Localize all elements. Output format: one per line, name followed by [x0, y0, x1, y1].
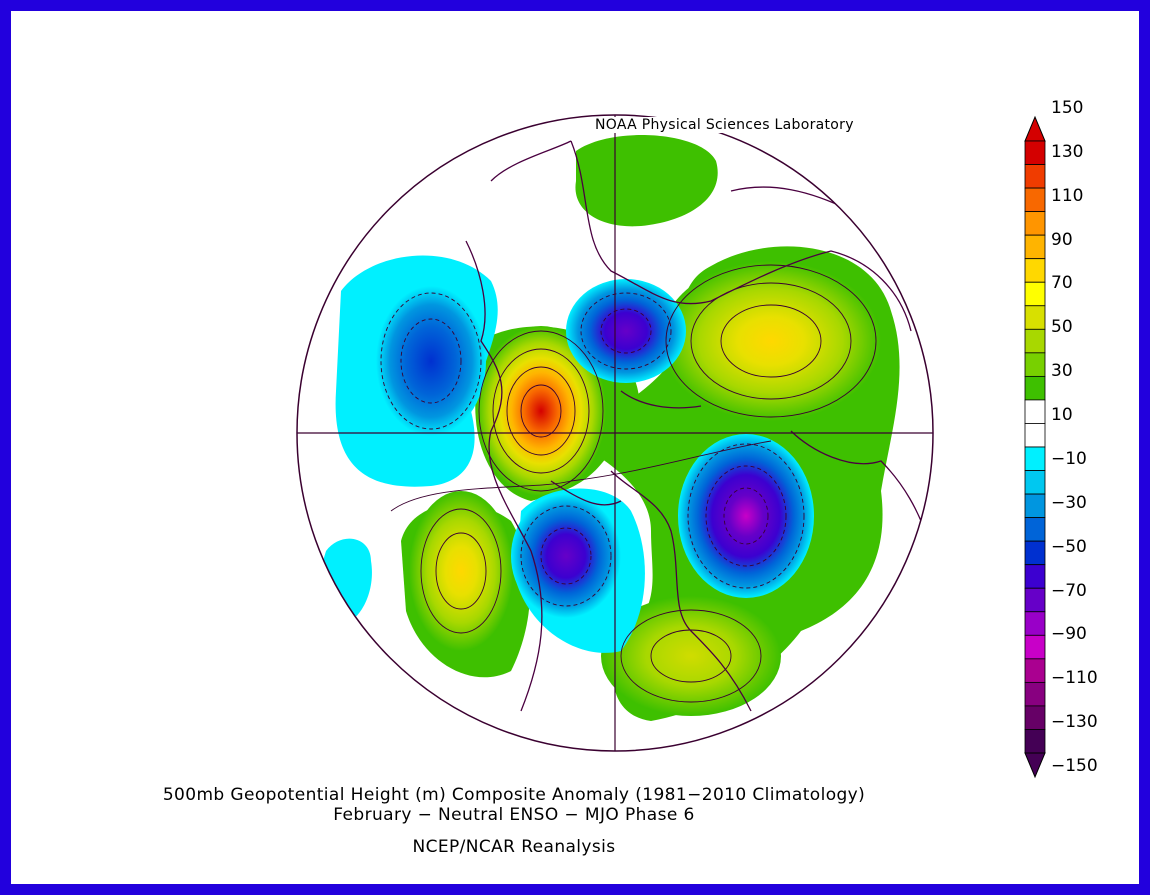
colorbar-bin [1024, 493, 1046, 519]
title-line-2: February − Neutral ENSO − MJO Phase 6 [333, 805, 695, 825]
colorbar-tick-label: −90 [1051, 624, 1087, 645]
colorbar-bin [1024, 305, 1046, 330]
colorbar-tick-label: 130 [1051, 141, 1084, 162]
colorbar-bin [1024, 729, 1046, 754]
colorbar-tick-label: 50 [1051, 317, 1073, 338]
colorbar-tick-label: −110 [1051, 668, 1098, 689]
colorbar-arrow-top [1024, 115, 1046, 142]
colorbar-bin [1024, 140, 1046, 165]
colorbar-tick-label: −10 [1051, 448, 1087, 469]
colorbar-bin [1024, 517, 1046, 542]
data-source: NCEP/NCAR Reanalysis [412, 837, 616, 857]
colorbar-tick-label: 110 [1051, 185, 1084, 206]
colorbar-bin [1024, 164, 1046, 189]
colorbar-arrow-bottom [1024, 752, 1046, 779]
colorbar-bin [1024, 611, 1046, 636]
colorbar-bin [1024, 658, 1046, 683]
colorbar-bin [1024, 352, 1046, 377]
colorbar-bin [1024, 705, 1046, 730]
north-atlantic-ridge [601, 596, 781, 716]
colorbar-tick-label: 30 [1051, 361, 1073, 382]
colorbar-tick-label: −30 [1051, 492, 1087, 513]
colorbar-bin [1024, 470, 1046, 495]
colorbar-bin [1024, 587, 1046, 613]
colorbar-bin [1024, 423, 1046, 448]
colorbar-bin [1024, 328, 1046, 354]
anomaly-field [297, 115, 933, 751]
colorbar [1024, 115, 1046, 779]
colorbar-tick-label: −50 [1051, 536, 1087, 557]
europe-trough [678, 434, 814, 598]
colorbar-tick-label: 70 [1051, 273, 1073, 294]
colorbar-bin [1024, 634, 1046, 660]
credit-label: NOAA Physical Sciences Laboratory [591, 117, 858, 133]
siberia-ridge [661, 261, 881, 421]
colorbar-bin [1024, 258, 1046, 283]
colorbar-tick-label: 90 [1051, 229, 1073, 250]
colorbar-bin [1024, 234, 1046, 260]
colorbar-bin [1024, 399, 1046, 424]
colorbar-bin [1024, 375, 1046, 401]
figure-panel: NOAA Physical Sciences Laboratory 500mb … [11, 11, 1139, 884]
colorbar-bin [1024, 564, 1046, 589]
colorbar-bin [1024, 681, 1046, 707]
colorbar-tick-label: 150 [1051, 98, 1084, 118]
kamchatka-trough [566, 279, 686, 383]
colorbar-bin [1024, 446, 1046, 471]
colorbar-bin [1024, 281, 1046, 307]
colorbar-bin [1024, 540, 1046, 566]
colorbar-bin [1024, 187, 1046, 213]
positive-lobe-arctic [575, 134, 718, 227]
title-line-1: 500mb Geopotential Height (m) Composite … [162, 785, 866, 805]
colorbar-tick-label: −130 [1051, 712, 1098, 733]
colorbar-tick-label: −150 [1051, 756, 1098, 776]
polar-map [296, 114, 1046, 779]
colorbar-bin [1024, 211, 1046, 236]
colorbar-tick-label: 10 [1051, 405, 1073, 426]
map-boundary [296, 114, 934, 752]
colorbar-tick-label: −70 [1051, 580, 1087, 601]
